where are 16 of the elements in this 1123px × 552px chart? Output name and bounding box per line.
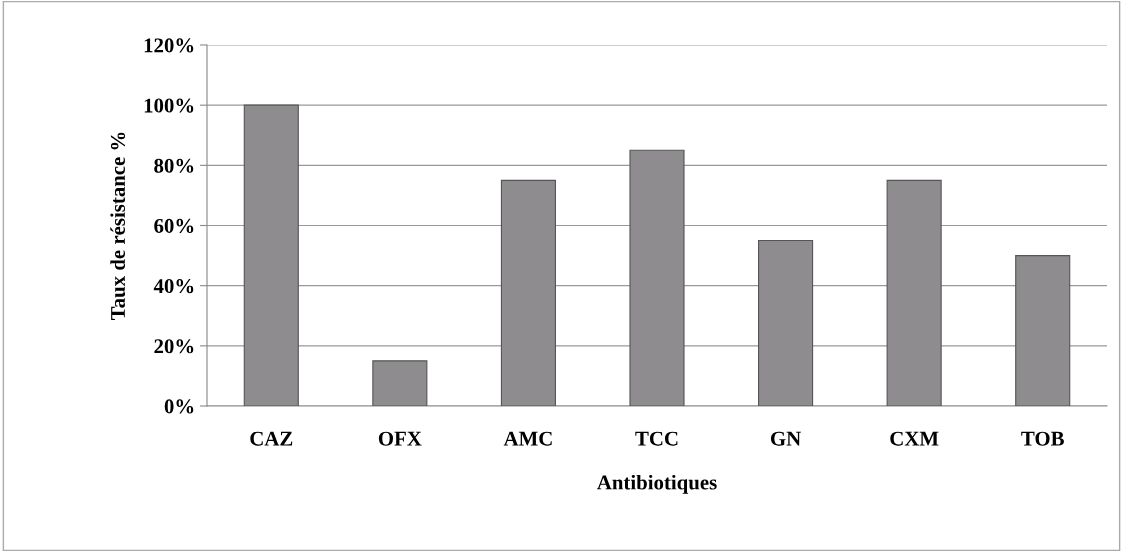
x-tick-label: CAZ bbox=[250, 431, 293, 446]
y-tick-label: 0% bbox=[164, 399, 194, 414]
y-tick-label: 100% bbox=[144, 98, 194, 113]
x-tick-label: OFX bbox=[378, 431, 422, 446]
y-tick-label: 120% bbox=[144, 38, 194, 53]
x-tick-label: CXM bbox=[890, 431, 939, 446]
x-tick-label: TOB bbox=[1021, 431, 1064, 446]
y-tick-label: 60% bbox=[154, 218, 194, 233]
x-tick-label: GN bbox=[770, 431, 801, 446]
y-tick-label: 80% bbox=[154, 158, 194, 173]
y-tick-label: 20% bbox=[154, 339, 194, 354]
x-axis-title: Antibiotiques bbox=[597, 474, 717, 494]
y-axis-title: Taux de résistance % bbox=[110, 132, 126, 320]
x-tick-label: AMC bbox=[503, 431, 552, 446]
y-tick-label: 40% bbox=[153, 279, 194, 294]
x-tick-label: TCC bbox=[635, 431, 678, 446]
